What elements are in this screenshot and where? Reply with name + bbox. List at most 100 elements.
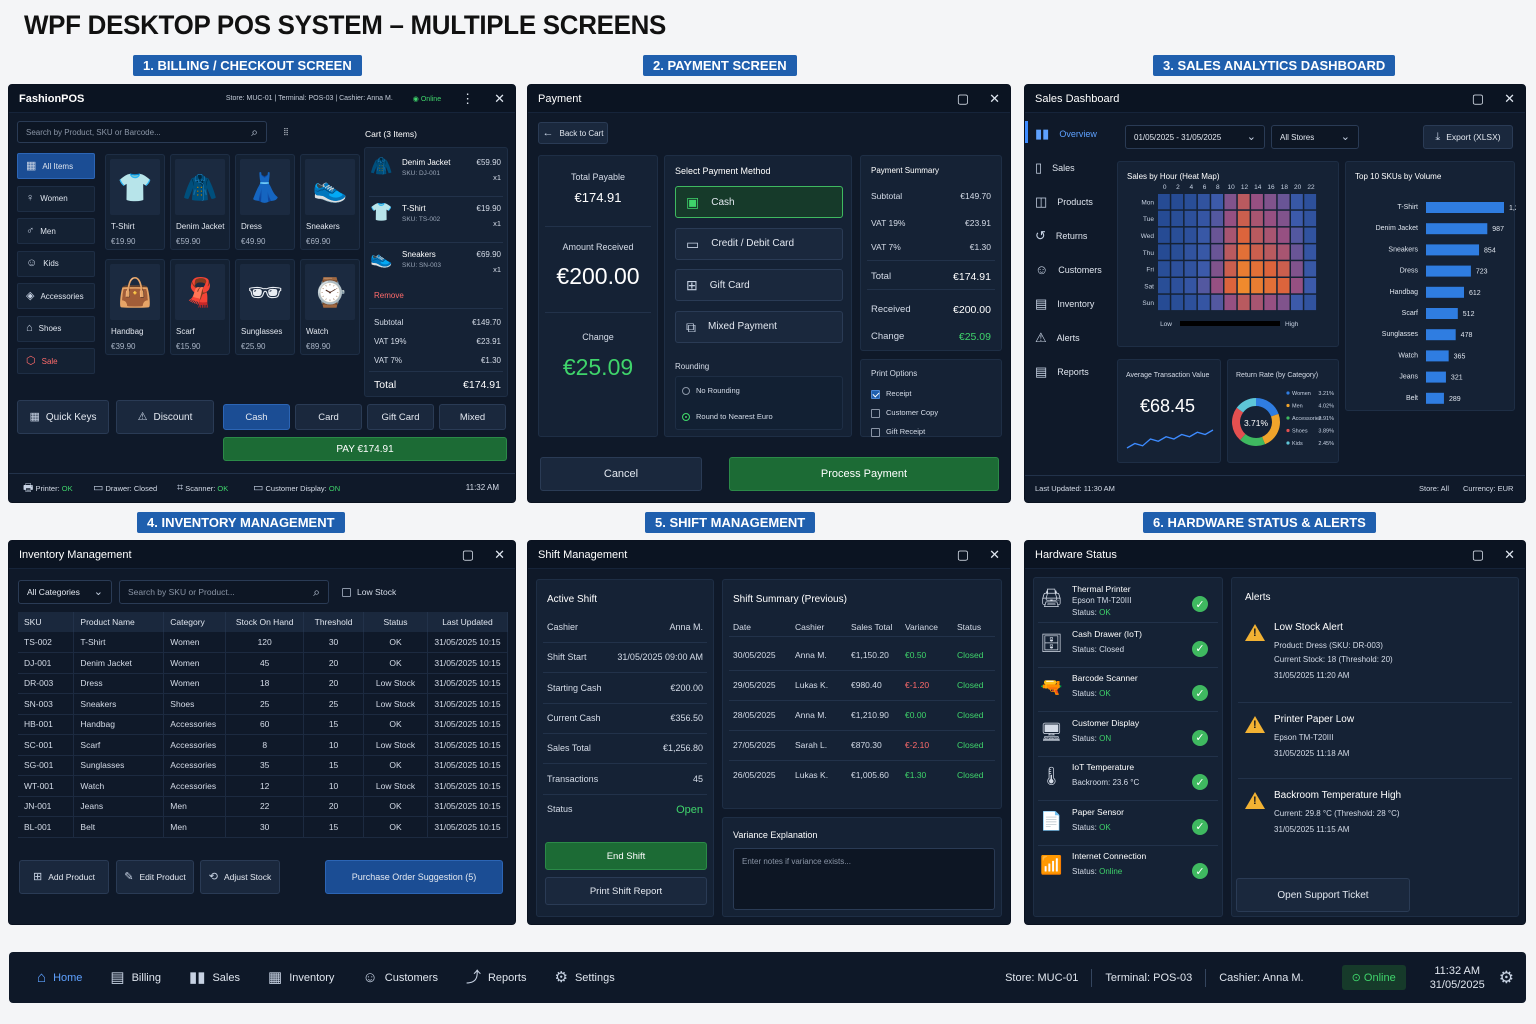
dashboard-nav-reports[interactable]: ▤ Reports — [1035, 365, 1089, 378]
category-kids[interactable]: ☺ Kids — [17, 250, 95, 277]
dashboard-nav-returns[interactable]: ↺ Returns — [1035, 229, 1087, 242]
column-header[interactable]: Threshold — [303, 612, 365, 632]
back-to-cart-button[interactable]: ← Back to Cart — [538, 122, 608, 144]
table-row[interactable]: HB-001 Handbag Accessories 60 15 OK 31/05/2025… — [18, 714, 509, 735]
maximize-icon[interactable]: ▢ — [461, 546, 475, 562]
variance-notes-input[interactable]: Enter notes if variance exists... — [733, 848, 995, 910]
edit-product-button[interactable]: ✎ Edit Product — [116, 860, 194, 894]
dashboard-nav-overview[interactable]: ▮▮ Overview — [1035, 127, 1097, 140]
column-header[interactable]: Product Name — [73, 612, 165, 632]
pay-method-gift-card[interactable]: Gift Card — [367, 404, 434, 430]
remove-link[interactable]: Remove — [374, 291, 404, 300]
maximize-icon[interactable]: ▢ — [1471, 90, 1485, 106]
table-row[interactable]: DJ-001 Denim Jacket Women 45 20 OK 31/05/2025 … — [18, 652, 509, 674]
settings-gear-icon[interactable]: ⚙ — [1498, 968, 1514, 987]
table-row[interactable]: SG-001 Sunglasses Accessories 35 15 OK 31/05/2… — [18, 755, 509, 776]
no-rounding-option[interactable]: No Rounding — [682, 386, 740, 396]
purchase-order-button[interactable]: Purchase Order Suggestion (5) — [325, 860, 503, 894]
inventory-search-input[interactable]: Search by SKU or Product... ⌕ — [119, 580, 329, 604]
column-header[interactable]: Stock On Hand — [225, 612, 305, 632]
nav-inventory[interactable]: ▦ Inventory — [268, 970, 334, 985]
discount-button[interactable]: ⚠ Discount — [116, 400, 214, 434]
process-payment-button[interactable]: Process Payment — [729, 457, 999, 491]
close-icon[interactable]: ✕ — [989, 90, 1000, 106]
amount-received-input[interactable]: €200.00 — [556, 263, 640, 289]
nav-sales[interactable]: ▮▮ Sales — [189, 970, 240, 985]
product-card[interactable]: 👟 Sneakers €69.90 — [300, 154, 360, 250]
cart-item-qty[interactable]: x1 — [493, 265, 501, 274]
pay-method-cash[interactable]: Cash — [223, 404, 290, 430]
pay-method-mixed[interactable]: Mixed — [439, 404, 506, 430]
cancel-button[interactable]: Cancel — [540, 457, 702, 491]
quick-keys-button[interactable]: ▦ Quick Keys — [17, 400, 109, 434]
print-option[interactable]: Customer Copy — [871, 408, 938, 418]
close-icon[interactable]: ✕ — [494, 546, 505, 562]
dashboard-nav-alerts[interactable]: ⚠ Alerts — [1035, 331, 1080, 344]
round-euro-option[interactable]: Round to Nearest Euro — [682, 412, 773, 422]
cart-item-qty[interactable]: x1 — [493, 173, 501, 182]
search-icon[interactable]: ⌕ — [313, 585, 320, 599]
category-men[interactable]: ♂ Men — [17, 218, 95, 244]
category-all-items[interactable]: ▦ All Items — [17, 153, 95, 179]
column-header[interactable]: Status — [363, 612, 428, 632]
column-header[interactable]: Last Updated — [427, 612, 509, 632]
dashboard-nav-products[interactable]: ◫ Products — [1035, 195, 1093, 208]
table-row[interactable]: JN-001 Jeans Men 22 20 OK 31/05/2025 10:15 — [18, 796, 509, 817]
table-row[interactable]: TS-002 T-Shirt Women 120 30 OK 31/05/2025 10:1… — [18, 632, 509, 653]
product-card[interactable]: 👕 T-Shirt €19.90 — [105, 154, 165, 250]
close-icon[interactable]: ✕ — [1504, 90, 1515, 106]
column-header[interactable]: SKU — [18, 612, 75, 632]
maximize-icon[interactable]: ▢ — [956, 90, 970, 106]
cart-item-qty[interactable]: x1 — [493, 219, 501, 228]
menu-icon[interactable]: ⋮ — [461, 90, 475, 106]
print-shift-report-button[interactable]: Print Shift Report — [545, 877, 707, 905]
category-women[interactable]: ♀ Women — [17, 185, 95, 212]
maximize-icon[interactable]: ▢ — [1471, 546, 1485, 562]
table-row[interactable]: DR-003 Dress Women 18 20 Low Stock 31/05/2025 … — [18, 673, 509, 694]
column-header[interactable]: Category — [163, 612, 227, 632]
payment-method-3[interactable]: ⧉ Mixed Payment — [675, 310, 843, 343]
close-icon[interactable]: ✕ — [989, 546, 1000, 562]
support-ticket-button[interactable]: Open Support Ticket — [1236, 878, 1410, 912]
maximize-icon[interactable]: ▢ — [956, 546, 970, 562]
product-card[interactable]: 👗 Dress €49.90 — [235, 154, 295, 250]
nav-reports[interactable]: ⤴ Reports — [466, 970, 527, 985]
close-icon[interactable]: ✕ — [494, 90, 505, 106]
store-selector[interactable]: All Stores ⌄ — [1271, 125, 1359, 149]
table-row[interactable]: SC-001 Scarf Accessories 8 10 Low Stock 31/05/… — [18, 734, 509, 756]
product-card[interactable]: ⌚ Watch €89.90 — [300, 259, 360, 355]
print-option[interactable]: Gift Receipt — [871, 427, 925, 437]
date-range-picker[interactable]: 01/05/2025 - 31/05/2025 ⌄ — [1125, 125, 1265, 149]
payment-method-2[interactable]: ⊞ Gift Card — [675, 269, 843, 301]
table-row[interactable]: WT-001 Watch Accessories 12 10 Low Stock 31/05… — [18, 775, 509, 797]
barcode-icon[interactable]: ⦙⦙ — [283, 126, 289, 138]
close-icon[interactable]: ✕ — [1504, 546, 1515, 562]
product-card[interactable]: 🧣 Scarf €15.90 — [170, 259, 230, 355]
print-option[interactable]: Receipt — [871, 389, 911, 399]
add-product-button[interactable]: ⊞ Add Product — [19, 860, 109, 894]
nav-home[interactable]: ⌂ Home — [37, 970, 82, 985]
payment-method-1[interactable]: ▭ Credit / Debit Card — [675, 227, 843, 260]
low-stock-filter[interactable]: Low Stock — [342, 587, 396, 598]
product-card[interactable]: 🕶 Sunglasses €25.90 — [235, 259, 295, 355]
nav-settings[interactable]: ⚙ Settings — [555, 970, 615, 985]
dashboard-nav-customers[interactable]: ☺ Customers — [1035, 263, 1102, 276]
product-card[interactable]: 🧥 Denim Jacket €59.90 — [170, 154, 230, 250]
adjust-stock-button[interactable]: ⟲ Adjust Stock — [200, 860, 280, 894]
category-filter[interactable]: All Categories ⌄ — [18, 580, 112, 604]
product-card[interactable]: 👜 Handbag €39.90 — [105, 259, 165, 355]
table-row[interactable]: BL-001 Belt Men 30 15 OK 31/05/2025 10:15 — [18, 816, 509, 838]
category-accessories[interactable]: ◈ Accessories — [17, 283, 95, 309]
end-shift-button[interactable]: End Shift — [545, 842, 707, 870]
table-row[interactable]: SN-003 Sneakers Shoes 25 25 Low Stock 31/05/20… — [18, 693, 509, 715]
nav-customers[interactable]: ☺ Customers — [362, 970, 438, 985]
category-sale[interactable]: ⬡ Sale — [17, 348, 95, 374]
pay-button[interactable]: PAY €174.91 — [223, 437, 507, 461]
category-shoes[interactable]: ⌂ Shoes — [17, 315, 95, 342]
dashboard-nav-inventory[interactable]: ▤ Inventory — [1035, 297, 1094, 310]
product-search-input[interactable]: Search by Product, SKU or Barcode... ⌕ — [17, 121, 267, 143]
export-button[interactable]: ⤓ Export (XLSX) — [1423, 125, 1513, 149]
search-icon[interactable]: ⌕ — [251, 125, 258, 139]
dashboard-nav-sales[interactable]: ▯ Sales — [1035, 161, 1075, 174]
pay-method-card[interactable]: Card — [295, 404, 362, 430]
